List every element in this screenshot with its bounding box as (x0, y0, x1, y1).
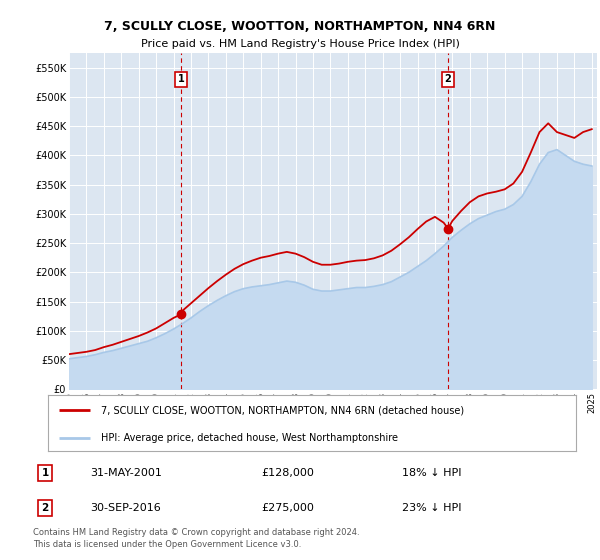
Text: £275,000: £275,000 (262, 503, 314, 513)
Text: 23% ↓ HPI: 23% ↓ HPI (402, 503, 462, 513)
Text: 7, SCULLY CLOSE, WOOTTON, NORTHAMPTON, NN4 6RN (detached house): 7, SCULLY CLOSE, WOOTTON, NORTHAMPTON, N… (101, 405, 464, 416)
Text: HPI: Average price, detached house, West Northamptonshire: HPI: Average price, detached house, West… (101, 433, 398, 444)
Text: 30-SEP-2016: 30-SEP-2016 (91, 503, 161, 513)
Text: 1: 1 (41, 468, 49, 478)
Text: £128,000: £128,000 (262, 468, 314, 478)
Text: 31-MAY-2001: 31-MAY-2001 (90, 468, 162, 478)
Text: Price paid vs. HM Land Registry's House Price Index (HPI): Price paid vs. HM Land Registry's House … (140, 39, 460, 49)
Text: Contains HM Land Registry data © Crown copyright and database right 2024.
This d: Contains HM Land Registry data © Crown c… (33, 528, 359, 549)
Text: 7, SCULLY CLOSE, WOOTTON, NORTHAMPTON, NN4 6RN: 7, SCULLY CLOSE, WOOTTON, NORTHAMPTON, N… (104, 20, 496, 32)
Text: 18% ↓ HPI: 18% ↓ HPI (402, 468, 462, 478)
Text: 2: 2 (445, 74, 451, 85)
Text: 1: 1 (178, 74, 184, 85)
Text: 2: 2 (41, 503, 49, 513)
